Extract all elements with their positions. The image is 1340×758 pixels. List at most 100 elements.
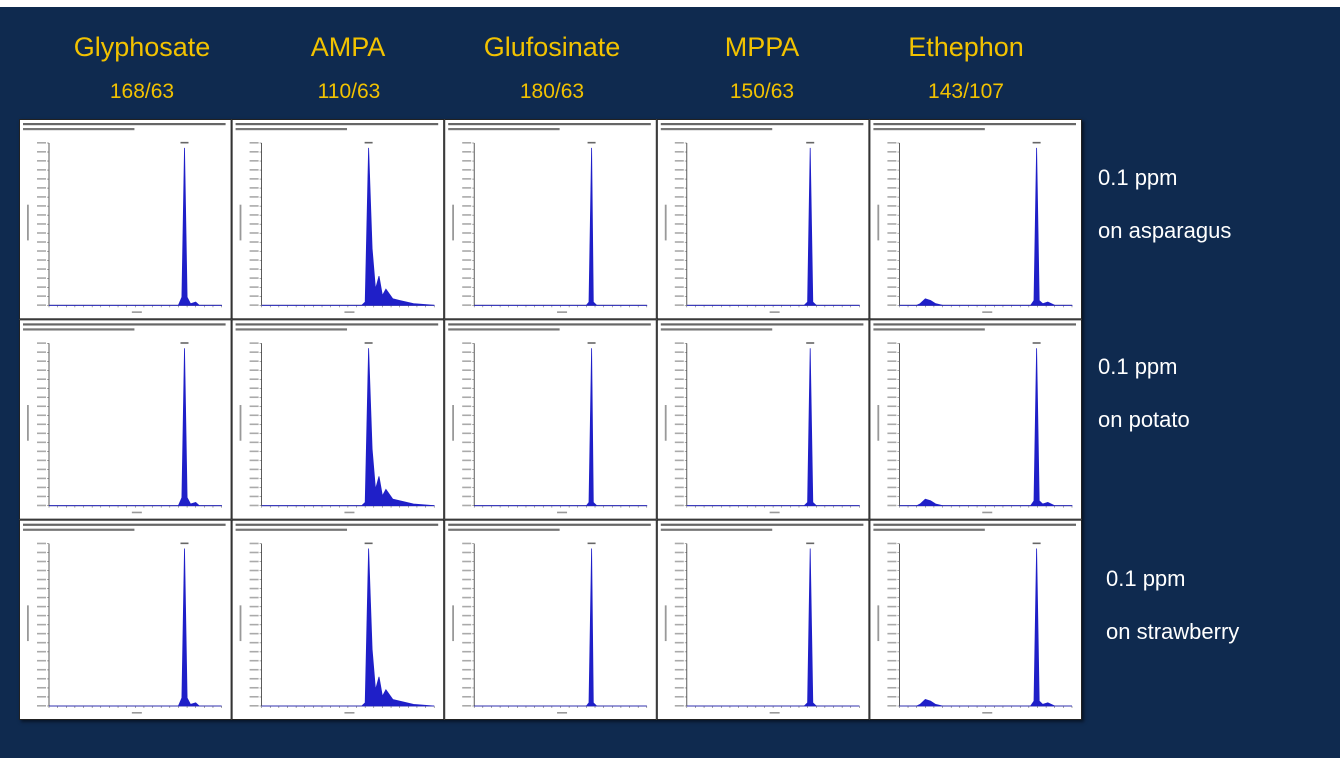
chromatogram-ethephon-strawberry-y-tick-label	[887, 668, 897, 671]
chromatogram-glufosinate-asparagus-y-tick-label	[462, 187, 472, 189]
chromatogram-glyphosate-strawberry-x-caption	[131, 712, 142, 714]
chromatogram-ampa-potato-frame	[231, 319, 445, 520]
chromatogram-glufosinate-potato-y-tick-label	[462, 414, 472, 417]
chromatogram-glyphosate-strawberry-y-tick-label	[37, 705, 46, 707]
chromatogram-ethephon-potato-y-tick-label	[887, 342, 897, 344]
chromatogram-glyphosate-asparagus-trace	[49, 147, 222, 306]
chromatogram-glufosinate-asparagus-y-tick-label	[462, 250, 472, 252]
chromatogram-glyphosate-potato	[19, 319, 232, 520]
chromatogram-glyphosate-potato-header-line-2	[23, 328, 135, 331]
chromatogram-ampa-asparagus-y-tick-label	[249, 304, 259, 306]
chromatogram-glyphosate-asparagus-y-tick-label	[37, 250, 46, 252]
chromatogram-glufosinate-potato-y-tick-label	[462, 423, 472, 426]
chromatogram-mppa-strawberry	[656, 519, 870, 720]
chromatogram-mppa-asparagus-y-tick-label	[674, 214, 684, 216]
chromatogram-glufosinate-asparagus-y-tick-label	[462, 142, 472, 144]
chromatogram-glufosinate-potato-y-tick-label	[462, 468, 472, 471]
chromatogram-ethephon-strawberry-y-tick-label	[887, 686, 897, 689]
chromatogram-mppa-asparagus-y-tick-label	[674, 259, 684, 261]
chromatogram-mppa-strawberry-y-tick-label	[674, 551, 684, 554]
chromatogram-mppa-potato-frame	[656, 319, 870, 520]
chromatogram-glufosinate-asparagus-y-caption	[452, 204, 454, 241]
chromatogram-mppa-asparagus-header-line-1	[660, 123, 864, 126]
chromatogram-glufosinate-asparagus-peak-rt-label	[587, 141, 596, 144]
chromatogram-glufosinate-asparagus-y-tick-label	[462, 223, 472, 225]
chromatogram-glufosinate-potato-y-tick-label	[462, 450, 472, 453]
chromatogram-mppa-asparagus-y-tick-label	[674, 241, 684, 243]
chromatogram-ethephon-strawberry-y-tick-label	[887, 605, 897, 608]
chromatogram-glyphosate-potato-y-tick-label	[37, 387, 46, 390]
chromatogram-ethephon-potato-y-tick-label	[887, 477, 897, 480]
chromatogram-mppa-asparagus-frame	[656, 119, 870, 320]
chromatogram-mppa-potato-y-caption	[664, 405, 667, 441]
chromatogram-glufosinate-asparagus-y-tick-label	[462, 286, 472, 288]
chromatogram-mppa-strawberry-y-tick-label	[674, 596, 684, 599]
chromatogram-ampa-asparagus-y-tick-label	[249, 187, 259, 189]
chromatogram-ethephon-potato-peak-rt-label	[1032, 342, 1041, 344]
chromatogram-ethephon-asparagus-y-tick-label	[887, 142, 897, 144]
chromatogram-glufosinate-potato-y-tick-label	[462, 495, 472, 498]
chromatogram-glufosinate-asparagus-y-tick-label	[462, 241, 472, 243]
chromatogram-glufosinate-strawberry-y-tick-label	[462, 695, 472, 698]
chromatogram-ampa-potato-y-tick-label	[249, 450, 259, 453]
chromatogram-mppa-strawberry-y-tick-label	[674, 668, 684, 671]
chromatogram-ethephon-potato-y-tick-label	[887, 360, 897, 362]
chromatogram-glufosinate-asparagus-header-line-2	[448, 128, 560, 131]
chromatogram-ethephon-potato-y-tick-label	[887, 450, 897, 453]
chromatogram-ampa-asparagus-y-tick-label	[249, 151, 259, 153]
chromatogram-ampa-strawberry-y-tick-label	[249, 705, 259, 707]
chromatogram-glyphosate-potato-y-tick-label	[37, 468, 46, 471]
chromatogram-mppa-strawberry-header-line-1	[660, 523, 864, 526]
chromatogram-glyphosate-potato-y-tick-label	[37, 450, 46, 453]
chromatogram-ethephon-potato-y-tick-label	[887, 468, 897, 471]
chromatogram-glyphosate-asparagus	[19, 119, 232, 320]
chromatogram-mppa-strawberry-y-tick-label	[674, 569, 684, 572]
chromatogram-grid-svg	[19, 119, 1083, 720]
chromatogram-ampa-asparagus-x-caption	[344, 311, 355, 313]
chromatogram-glufosinate-asparagus-trace	[474, 147, 648, 306]
chromatogram-glyphosate-potato-y-tick-label	[37, 342, 46, 344]
chromatogram-glyphosate-potato-y-tick-label	[37, 423, 46, 426]
chromatogram-mppa-potato-y-tick-label	[674, 351, 684, 353]
chromatogram-ethephon-strawberry-y-tick-label	[887, 677, 897, 680]
chromatogram-glyphosate-strawberry	[19, 519, 232, 720]
chromatogram-ethephon-strawberry-y-tick-label	[887, 623, 897, 626]
chromatogram-mppa-asparagus-y-tick-label	[674, 268, 684, 270]
chromatogram-mppa-potato-y-tick-label	[674, 405, 684, 408]
chromatogram-mppa-asparagus-y-tick-label	[674, 169, 684, 171]
chromatogram-ampa-asparagus-y-tick-label	[249, 286, 259, 288]
chromatogram-mppa-strawberry-frame	[656, 519, 870, 720]
chromatogram-mppa-asparagus-y-tick-label	[674, 304, 684, 306]
chromatogram-glyphosate-potato-y-tick-label	[37, 414, 46, 417]
chromatogram-mppa-potato-header-line-1	[660, 323, 864, 326]
chromatogram-glufosinate-potato-x-caption	[557, 511, 568, 514]
chromatogram-glufosinate-potato-y-tick-label	[462, 405, 472, 408]
chromatogram-ethephon-potato-header-line-1	[873, 323, 1076, 326]
chromatogram-mppa-potato-y-tick-label	[674, 477, 684, 480]
chromatogram-glyphosate-potato-y-tick-label	[37, 378, 46, 381]
chromatogram-ethephon-strawberry-y-tick-label	[887, 542, 897, 545]
chromatogram-ethephon-potato-y-tick-label	[887, 423, 897, 426]
chromatogram-ampa-potato-y-tick-label	[249, 414, 259, 417]
chromatogram-mppa-strawberry-y-tick-label	[674, 695, 684, 698]
chromatogram-mppa-strawberry-y-tick-label	[674, 705, 684, 707]
chromatogram-glyphosate-strawberry-y-tick-label	[37, 542, 46, 545]
chromatogram-ethephon-potato-y-tick-label	[887, 405, 897, 408]
chromatogram-ampa-strawberry-y-tick-label	[249, 587, 259, 590]
chromatogram-mppa-potato-y-tick-label	[674, 387, 684, 390]
chromatogram-ampa-potato-y-tick-label	[249, 387, 259, 390]
chromatogram-ampa-strawberry-trace	[261, 548, 435, 707]
chromatogram-mppa-asparagus-y-tick-label	[674, 232, 684, 234]
chromatogram-glufosinate-strawberry-y-tick-label	[462, 542, 472, 545]
chromatogram-glyphosate-asparagus-y-tick-label	[37, 160, 46, 162]
chromatogram-glyphosate-asparagus-y-tick-label	[37, 196, 46, 198]
chromatogram-mppa-strawberry-y-tick-label	[674, 659, 684, 662]
chromatogram-glufosinate-potato-frame	[444, 319, 657, 520]
chromatogram-glyphosate-potato-y-tick-label	[37, 459, 46, 462]
chromatogram-ampa-strawberry-y-tick-label	[249, 596, 259, 599]
row-label-strawberry-matrix: on strawberry	[1106, 619, 1240, 644]
chromatogram-glufosinate-asparagus-y-tick-label	[462, 151, 472, 153]
chromatogram-ampa-potato-header-line-2	[235, 328, 348, 331]
chromatogram-ampa-strawberry-y-caption	[239, 605, 242, 642]
chromatogram-glyphosate-asparagus-peak-rt-label	[180, 141, 189, 144]
